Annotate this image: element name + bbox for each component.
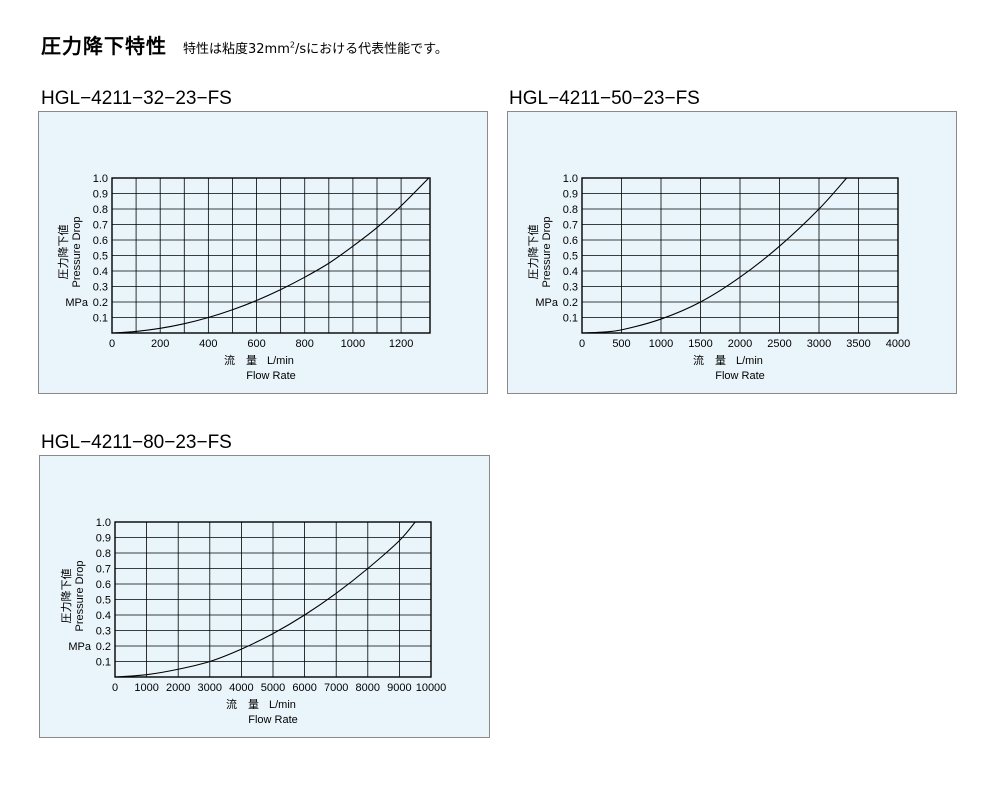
y-axis-label-jp: 圧力降下値 (526, 225, 540, 280)
chart-title-50: HGL−4211−50−23−FS (509, 88, 700, 109)
x-tick-label: 3500 (846, 338, 870, 350)
x-axis-unit: L/min (269, 699, 296, 711)
y-axis-label: Pressure Drop (74, 561, 86, 632)
y-tick-label: 0.2 (96, 641, 111, 653)
note-prefix: 特性は粘度32mm (183, 42, 290, 57)
y-axis-unit: MPa (65, 297, 89, 309)
y-axis-label: Pressure Drop (541, 217, 553, 288)
x-axis-label-jp: 流 量 (693, 353, 726, 367)
y-tick-label: 0.5 (96, 595, 111, 607)
chart-32: 0.1 0.2 0.3 0.4 0.5 0.6 0.7 0.8 0.9 1.0 0 200 400 600… (56, 173, 431, 382)
y-axis-unit: MPa (535, 297, 559, 309)
plot-grid (115, 521, 431, 677)
plot-frame (111, 177, 431, 334)
x-tick-label: 10000 (416, 682, 447, 694)
x-tick-label: 1200 (389, 338, 413, 350)
y-tick-label: 0.4 (93, 266, 108, 278)
y-tick-label: 1.0 (563, 173, 578, 185)
x-axis-label: Flow Rate (715, 370, 765, 382)
y-tick-label: 0.8 (93, 204, 108, 216)
y-axis-unit: MPa (68, 641, 92, 653)
x-tick-label: 4000 (886, 338, 910, 350)
y-tick-label: 0.3 (96, 626, 111, 638)
x-tick-label: 2500 (767, 338, 791, 350)
x-tick-label: 2000 (728, 338, 752, 350)
chart-50: 0.1 0.2 0.3 0.4 0.5 0.6 0.7 0.8 0.9 1.0 0 500 1000 15… (526, 173, 910, 382)
y-tick-label: 0.3 (563, 282, 578, 294)
chart-panel-50: 0.1 0.2 0.3 0.4 0.5 0.6 0.7 0.8 0.9 1.0 0 500 1000 15… (507, 111, 957, 394)
y-tick-label: 0.2 (93, 297, 108, 309)
x-tick-label: 3000 (198, 682, 222, 694)
x-axis-label: Flow Rate (246, 370, 296, 382)
y-tick-label: 0.1 (96, 657, 111, 669)
x-tick-label: 0 (579, 338, 585, 350)
x-tick-label: 6000 (292, 682, 316, 694)
plot-frame (114, 521, 432, 678)
y-tick-label: 0.3 (93, 282, 108, 294)
x-axis-label-jp: 流 量 (226, 697, 259, 711)
x-tick-label: 400 (199, 338, 217, 350)
y-tick-label: 0.9 (93, 189, 108, 201)
y-tick-label: 0.7 (93, 220, 108, 232)
pressure-curve (581, 177, 848, 334)
y-tick-label: 0.7 (96, 564, 111, 576)
x-axis-label: Flow Rate (248, 714, 298, 726)
y-tick-label: 1.0 (93, 173, 108, 185)
y-tick-label: 0.6 (93, 235, 108, 247)
x-axis-unit: L/min (267, 355, 294, 367)
y-tick-label: 1.0 (96, 517, 111, 529)
chart-80: 0.1 0.2 0.3 0.4 0.5 0.6 0.7 0.8 0.9 1.0 0 1000 2000 3… (59, 517, 447, 726)
y-axis-label-jp: 圧力降下値 (56, 225, 70, 280)
y-tick-label: 0.1 (93, 313, 108, 325)
x-tick-label: 7000 (324, 682, 348, 694)
plot-grid (112, 177, 430, 333)
x-tick-label: 9000 (387, 682, 411, 694)
x-tick-label: 0 (112, 682, 118, 694)
note-superscript: 2 (289, 40, 295, 50)
x-tick-label: 0 (109, 338, 115, 350)
plot-grid (582, 177, 898, 333)
y-tick-label: 0.1 (563, 313, 578, 325)
note-suffix: /sにおける代表性能です。 (294, 42, 448, 57)
x-tick-label: 600 (247, 338, 265, 350)
y-tick-label: 0.6 (563, 235, 578, 247)
x-tick-label: 1500 (688, 338, 712, 350)
page-heading: 圧力降下特性 特性は粘度32mm2/sにおける代表性能です。 (41, 30, 448, 59)
y-tick-label: 0.2 (563, 297, 578, 309)
x-tick-label: 8000 (356, 682, 380, 694)
y-tick-label: 0.8 (96, 548, 111, 560)
y-tick-label: 0.6 (96, 579, 111, 591)
x-tick-label: 3000 (807, 338, 831, 350)
x-tick-label: 200 (151, 338, 169, 350)
page-note: 特性は粘度32mm2/sにおける代表性能です。 (183, 38, 448, 57)
x-axis-label-jp: 流 量 (224, 353, 257, 367)
x-axis-unit: L/min (736, 355, 763, 367)
chart-panel-80: 0.1 0.2 0.3 0.4 0.5 0.6 0.7 0.8 0.9 1.0 0 1000 2000 3… (39, 455, 490, 738)
chart-title-80: HGL−4211−80−23−FS (41, 432, 232, 453)
y-axis-label: Pressure Drop (71, 217, 83, 288)
chart-title-32: HGL−4211−32−23−FS (41, 88, 232, 109)
pressure-curve (114, 521, 416, 678)
x-tick-label: 1000 (649, 338, 673, 350)
y-tick-label: 0.8 (563, 204, 578, 216)
page-title: 圧力降下特性 (41, 34, 167, 58)
y-tick-label: 0.5 (93, 251, 108, 263)
y-tick-label: 0.7 (563, 220, 578, 232)
y-tick-label: 0.9 (563, 189, 578, 201)
x-tick-label: 1000 (341, 338, 365, 350)
x-tick-label: 5000 (261, 682, 285, 694)
y-tick-label: 0.4 (96, 610, 111, 622)
y-tick-label: 0.9 (96, 533, 111, 545)
x-tick-label: 1000 (134, 682, 158, 694)
x-tick-label: 2000 (166, 682, 190, 694)
pressure-curve (111, 177, 430, 334)
chart-panel-32: 0.1 0.2 0.3 0.4 0.5 0.6 0.7 0.8 0.9 1.0 0 200 400 600… (38, 111, 488, 394)
plot-frame (581, 177, 899, 334)
x-tick-label: 500 (612, 338, 630, 350)
y-tick-label: 0.4 (563, 266, 578, 278)
x-tick-label: 4000 (229, 682, 253, 694)
x-tick-label: 800 (296, 338, 314, 350)
y-axis-label-jp: 圧力降下値 (59, 569, 73, 624)
y-tick-label: 0.5 (563, 251, 578, 263)
